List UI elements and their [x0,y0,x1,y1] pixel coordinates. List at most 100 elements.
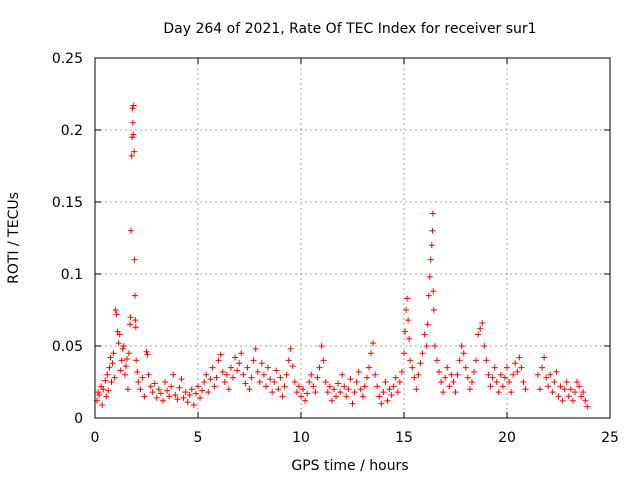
data-point-0-183 [409,365,415,371]
data-point-0-23 [120,346,126,352]
data-point-0-229 [492,365,498,371]
data-point-0-103 [251,357,257,363]
data-point-0-96 [236,360,242,366]
data-point-0-185 [413,386,419,392]
data-point-0-203 [438,379,444,385]
data-point-0-132 [310,383,316,389]
data-point-0-64 [170,372,176,378]
data-point-0-166 [380,389,386,395]
data-point-0-50 [144,349,150,355]
data-point-0-202 [436,369,442,375]
data-point-0-263 [572,389,578,395]
data-point-0-112 [269,389,275,395]
data-point-0-161 [370,340,376,346]
data-point-0-251 [547,372,553,378]
data-point-0-127 [300,386,306,392]
data-point-0-171 [391,383,397,389]
data-point-0-162 [372,372,378,378]
data-point-0-68 [179,376,185,382]
data-point-0-168 [385,398,391,404]
data-point-0-191 [425,321,431,327]
data-point-0-119 [284,372,290,378]
data-point-0-81 [205,389,211,395]
data-point-0-45 [134,369,140,375]
data-point-0-89 [222,379,228,385]
data-point-0-102 [249,375,255,381]
chart-title: Day 264 of 2021, Rate Of TEC Index for r… [163,21,536,37]
data-point-0-253 [551,379,557,385]
x-tick-label-0: 0 [91,430,100,446]
data-point-0-164 [376,393,382,399]
data-point-0-247 [539,365,545,371]
data-point-0-90 [224,372,230,378]
data-point-0-174 [397,379,403,385]
data-point-0-193 [427,274,433,280]
data-point-0-213 [459,343,465,349]
data-point-0-254 [553,369,559,375]
data-point-0-204 [440,389,446,395]
data-point-0-144 [335,380,341,386]
data-point-0-28 [125,386,131,392]
data-point-0-34 [129,134,135,140]
data-point-0-233 [500,383,506,389]
data-point-0-113 [271,379,277,385]
data-point-0-252 [549,389,555,395]
data-point-0-27 [124,356,130,362]
data-point-0-129 [304,391,310,397]
data-point-0-95 [234,367,240,373]
data-point-0-205 [442,375,448,381]
data-point-0-207 [446,383,452,389]
data-point-0-158 [364,375,370,381]
data-point-0-195 [429,242,435,248]
data-point-0-248 [541,355,547,361]
data-point-0-8 [104,372,110,378]
data-point-0-256 [558,383,564,389]
data-point-0-101 [247,386,253,392]
data-point-0-199 [431,307,437,313]
data-point-0-173 [395,389,401,395]
data-point-0-44 [133,357,139,363]
data-point-0-156 [360,393,366,399]
x-axis-title: GPS time / hours [291,458,408,474]
data-point-0-43 [133,324,139,330]
data-point-0-170 [389,392,395,398]
data-point-0-56 [154,395,160,401]
data-point-0-269 [584,403,590,409]
data-point-0-124 [294,389,300,395]
data-point-0-177 [402,329,408,335]
data-point-0-10 [106,365,112,371]
data-point-0-117 [279,393,285,399]
data-point-0-9 [105,388,111,394]
data-point-0-32 [128,228,134,234]
data-point-0-153 [354,379,360,385]
data-point-0-192 [426,293,432,299]
data-point-0-111 [267,376,273,382]
plot-frame [95,58,610,418]
data-point-0-239 [512,360,518,366]
data-point-0-19 [116,340,122,346]
data-point-0-76 [195,383,201,389]
data-point-0-181 [406,336,412,342]
data-point-0-49 [141,393,147,399]
y-tick-label-3: 0.15 [52,195,83,211]
data-point-0-94 [232,355,238,361]
data-point-0-80 [203,372,209,378]
data-point-0-148 [343,393,349,399]
data-point-0-232 [498,372,504,378]
data-point-0-227 [488,383,494,389]
data-point-0-136 [319,343,325,349]
data-point-0-1 [95,389,101,395]
data-point-0-210 [453,389,459,395]
x-tick-label-1: 5 [194,430,203,446]
data-point-0-75 [193,391,199,397]
chart-container: Day 264 of 2021, Rate Of TEC Index for r… [0,0,640,480]
data-point-0-78 [199,388,205,394]
data-point-0-243 [520,379,526,385]
y-tick-label-0: 0 [74,411,83,427]
data-point-0-257 [560,398,566,404]
data-point-0-242 [518,365,524,371]
data-point-0-240 [514,369,520,375]
data-point-0-16 [113,307,119,313]
data-point-0-131 [308,372,314,378]
data-point-0-220 [473,357,479,363]
